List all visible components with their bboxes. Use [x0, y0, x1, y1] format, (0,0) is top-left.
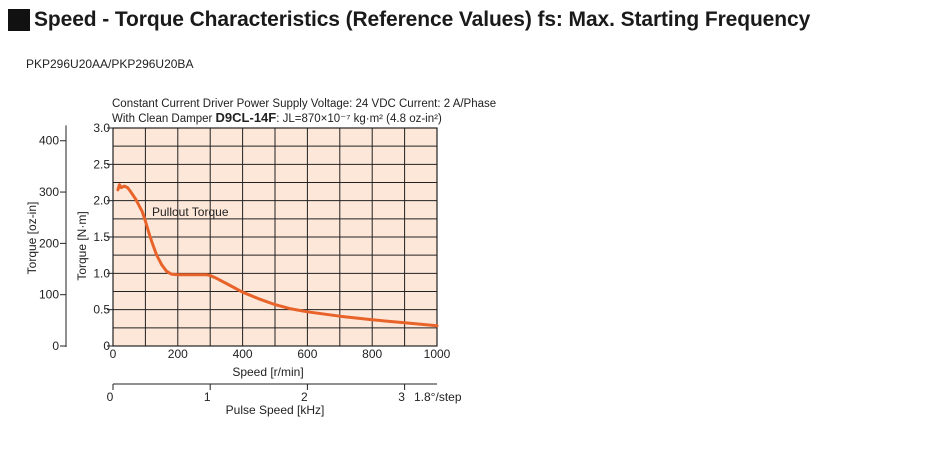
- axes-layer: 0 200 400 600 800 100000.51.01.52.02.53.00100…: [39, 121, 451, 404]
- page-header: Speed - Torque Characteristics (Referenc…: [8, 8, 810, 32]
- x2-step-note: 1.8°/step: [414, 390, 462, 404]
- y-tick-label: 2.5: [93, 157, 110, 171]
- y-tick-label: 1.5: [93, 230, 110, 244]
- y-axis-label-nm: Torque [N·m]: [75, 211, 89, 280]
- plot-area: [112, 127, 438, 347]
- conditions-line-2-prefix: With Clean Damper: [112, 113, 216, 125]
- conditions-line-2-suffix: : JL=870×10⁻⁷ kg·m² (4.8 oz-in²): [276, 113, 442, 125]
- y-tick-label: 0.5: [93, 303, 110, 317]
- pulse-speed-tick-label: 2: [301, 390, 308, 404]
- model-label: PKP296U20AA/PKP296U20BA: [26, 57, 194, 71]
- curve-layer: [116, 183, 439, 328]
- x-tick-label: 1000: [424, 347, 451, 361]
- oz-in-tick-label: 0: [52, 339, 59, 353]
- x-tick-label: 800: [362, 347, 382, 361]
- pulse-speed-tick-label: 1: [204, 390, 211, 404]
- pullout-torque-annotation: Pullout Torque: [152, 205, 229, 219]
- oz-in-tick-label: 300: [39, 185, 59, 199]
- header-square-icon: [8, 9, 30, 31]
- oz-in-tick-label: 200: [39, 236, 59, 250]
- conditions-line-1: Constant Current Driver Power Supply Vol…: [112, 98, 496, 110]
- y-tick-label: 2.0: [93, 194, 110, 208]
- oz-in-tick-label: 400: [39, 134, 59, 148]
- conditions-line-2: With Clean Damper D9CL-14F: JL=870×10⁻⁷ …: [112, 110, 442, 125]
- x-tick-label: 600: [297, 347, 317, 361]
- y-tick-label: 0: [103, 339, 110, 353]
- y-axis-label-oz-in: Torque [oz-in]: [25, 202, 39, 275]
- y-tick-label: 1.0: [93, 266, 110, 280]
- x-tick-label: 200: [168, 347, 188, 361]
- x-tick-label: 0: [110, 347, 117, 361]
- damper-model: D9CL-14F: [216, 110, 277, 125]
- page-title: Speed - Torque Characteristics (Referenc…: [34, 8, 811, 31]
- x-tick-label: 400: [233, 347, 253, 361]
- pulse-speed-tick-label: 3: [398, 390, 405, 404]
- pulse-speed-tick-label: 0: [107, 390, 114, 404]
- oz-in-tick-label: 100: [39, 288, 59, 302]
- x2-axis-label: Pulse Speed [kHz]: [226, 403, 325, 417]
- pullout-torque-curve: [116, 183, 439, 328]
- x-axis-label: Speed [r/min]: [232, 365, 303, 379]
- y-tick-label: 3.0: [93, 121, 110, 135]
